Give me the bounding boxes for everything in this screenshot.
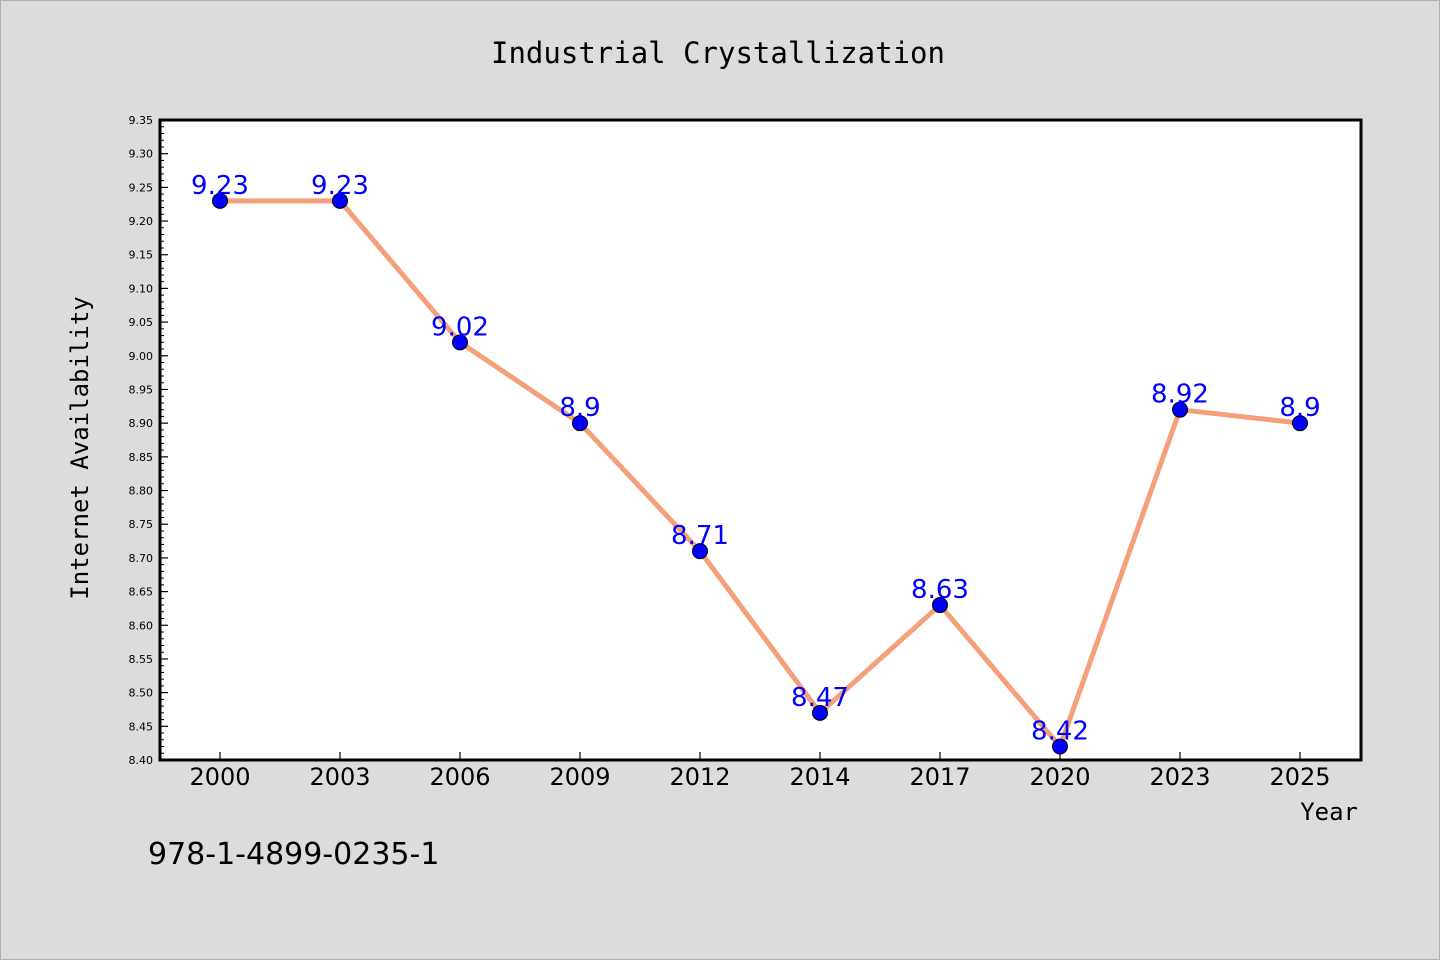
y-tick-label: 9.15 [129,249,154,262]
data-label: 8.9 [559,393,600,423]
x-tick-label: 2012 [669,763,730,791]
data-label: 8.92 [1151,380,1209,410]
y-tick-label: 9.20 [129,215,154,228]
data-label: 8.63 [911,575,969,605]
y-tick-label: 8.70 [129,552,154,565]
x-tick-label: 2006 [429,763,490,791]
data-point [692,543,708,560]
y-tick-label: 8.80 [129,485,154,498]
data-point [1172,401,1188,418]
data-label: 8.71 [671,521,729,551]
x-tick-label: 2000 [189,763,250,791]
data-point [812,704,828,721]
y-tick-label: 8.60 [129,619,154,632]
x-tick-label: 2014 [789,763,850,791]
footer-code: 978-1-4899-0235-1 [148,837,439,872]
y-tick-label: 8.65 [129,586,154,599]
data-point [1292,415,1308,432]
x-tick-label: 2003 [309,763,370,791]
x-tick-label: 2020 [1029,763,1090,791]
x-tick-label: 2025 [1269,763,1330,791]
chart-title: Industrial Crystallization [491,36,945,70]
data-labels: 9.23 9.23 9.02 8.9 8.71 8.47 8.63 8.42 8.92 8.9 [191,171,1321,747]
data-label: 9.02 [431,312,489,342]
y-axis-label: Internet Availability [66,296,94,599]
y-tick-label: 8.95 [129,383,154,396]
x-tick-label: 2017 [909,763,970,791]
data-label: 8.42 [1031,717,1089,747]
data-label: 8.47 [791,683,849,713]
y-tick-label: 8.85 [129,451,154,464]
x-tick-label: 2009 [549,763,610,791]
y-tick-label: 8.40 [129,754,154,767]
y-tick-label: 8.50 [129,687,154,700]
series-line [220,198,1301,750]
y-tick-label: 9.05 [129,316,154,329]
y-tick-label: 9.25 [129,181,154,194]
data-point [572,415,588,432]
data-point [932,597,948,614]
data-point [452,334,468,351]
y-tick-label: 8.75 [129,518,154,531]
y-tick-label: 9.35 [129,114,154,127]
data-label: 9.23 [191,171,249,201]
data-point [212,192,228,209]
y-tick-label: 9.00 [129,350,154,363]
y-tick-label: 9.30 [129,148,154,161]
data-point [332,192,348,209]
x-tick-label: 2023 [1149,763,1210,791]
y-tick-label: 8.55 [129,653,154,666]
plot-area [158,118,1363,762]
y-axis: 8.40 8.45 8.50 8.55 8.60 8.65 8.70 8.75 8.80 8.85… [129,114,168,767]
data-label: 9.23 [311,171,369,201]
data-point [1052,738,1068,755]
x-axis-label: Year [1300,798,1358,826]
series-markers [212,192,1308,755]
y-tick-label: 8.45 [129,720,154,733]
x-axis: 2000 2003 2006 2009 2012 2014 2017 2020 2023 2025 [189,752,1331,791]
y-tick-label: 8.90 [129,417,154,430]
y-tick-label: 9.10 [129,282,154,295]
data-label: 8.9 [1279,393,1320,423]
